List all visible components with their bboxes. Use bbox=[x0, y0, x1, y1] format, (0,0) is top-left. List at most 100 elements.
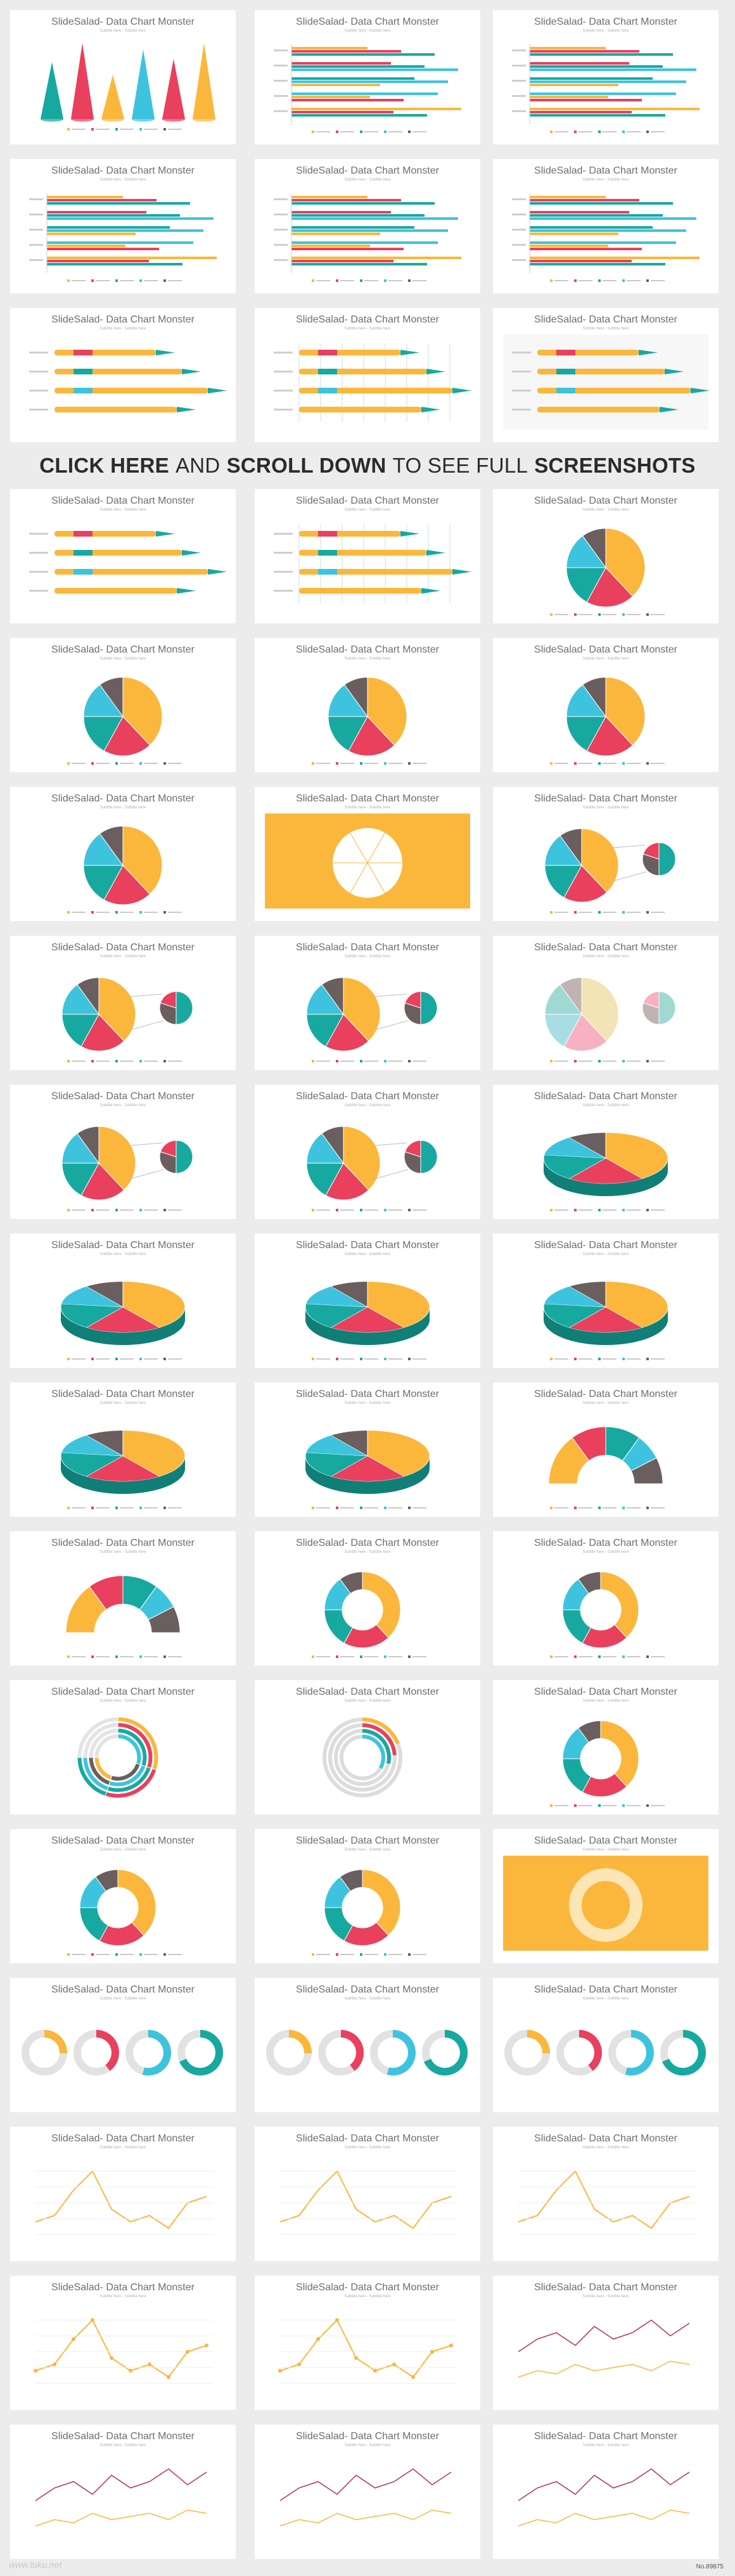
line-point bbox=[91, 2318, 94, 2322]
slide-title: SlideSalad- Data Chart Monster bbox=[296, 495, 439, 506]
slide-thumbnail[interactable]: SlideSalad- Data Chart Monster Subtitle h… bbox=[255, 1978, 480, 2112]
slide-thumbnail[interactable]: SlideSalad- Data Chart Monster Subtitle h… bbox=[10, 936, 236, 1070]
slide-thumbnail[interactable]: SlideSalad- Data Chart Monster Subtitle h… bbox=[493, 1531, 719, 1666]
slide-thumbnail[interactable]: SlideSalad- Data Chart Monster Subtitle h… bbox=[493, 308, 719, 442]
legend-swatch bbox=[312, 762, 314, 765]
slide-thumbnail[interactable]: SlideSalad- Data Chart Monster Subtitle h… bbox=[255, 1382, 480, 1517]
slide-thumbnail[interactable]: SlideSalad- Data Chart Monster Subtitle h… bbox=[493, 1829, 719, 1963]
slide-thumbnail[interactable]: SlideSalad- Data Chart Monster Subtitle h… bbox=[10, 638, 236, 772]
h-bar bbox=[530, 99, 642, 101]
slide-thumbnail[interactable]: SlideSalad- Data Chart Monster Subtitle h… bbox=[255, 1085, 480, 1219]
legend-swatch bbox=[550, 613, 553, 616]
slide-thumbnail[interactable]: SlideSalad- Data Chart Monster Subtitle h… bbox=[255, 1234, 480, 1368]
legend-swatch bbox=[360, 1060, 362, 1062]
ring-progress bbox=[179, 2030, 224, 2075]
slide-thumbnail[interactable]: SlideSalad- Data Chart Monster Subtitle h… bbox=[10, 2276, 236, 2410]
slide-thumbnail[interactable]: SlideSalad- Data Chart Monster Subtitle h… bbox=[493, 1382, 719, 1517]
pie-slice bbox=[343, 1126, 381, 1190]
slide-thumbnail[interactable]: SlideSalad- Data Chart Monster Subtitle h… bbox=[10, 2127, 236, 2261]
legend-swatch bbox=[91, 1953, 94, 1956]
chart-thumbnail bbox=[67, 1869, 182, 1956]
slide-thumbnail[interactable]: SlideSalad- Data Chart Monster Subtitle h… bbox=[493, 936, 719, 1070]
slide-subtitle: Subtitle here - Subtitle here bbox=[582, 1104, 629, 1107]
slide-thumbnail[interactable]: SlideSalad- Data Chart Monster Subtitle h… bbox=[255, 10, 480, 144]
slide-thumbnail[interactable]: SlideSalad- Data Chart Monster Subtitle h… bbox=[493, 489, 719, 623]
legend-text bbox=[578, 280, 592, 281]
slide-thumbnail[interactable]: SlideSalad- Data Chart Monster Subtitle h… bbox=[493, 2127, 719, 2261]
slide-subtitle: Subtitle here - Subtitle here bbox=[344, 327, 391, 331]
legend-text bbox=[651, 763, 665, 764]
slide-thumbnail[interactable]: SlideSalad- Data Chart Monster Subtitle h… bbox=[255, 2276, 480, 2410]
connector-line bbox=[131, 1020, 164, 1030]
pie-slice bbox=[61, 1133, 99, 1164]
slide-thumbnail[interactable]: SlideSalad- Data Chart Monster Subtitle h… bbox=[255, 159, 480, 293]
slide-thumbnail[interactable]: SlideSalad- Data Chart Monster Subtitle h… bbox=[10, 308, 236, 442]
slide-thumbnail[interactable]: SlideSalad- Data Chart Monster Subtitle h… bbox=[10, 2425, 236, 2559]
slide-thumbnail[interactable]: SlideSalad- Data Chart Monster Subtitle h… bbox=[255, 1680, 480, 1814]
h-bar bbox=[530, 62, 629, 65]
slide-thumbnail[interactable]: SlideSalad- Data Chart Monster Subtitle h… bbox=[493, 2425, 719, 2559]
slide-thumbnail[interactable]: SlideSalad- Data Chart Monster Subtitle h… bbox=[10, 1531, 236, 1666]
slide-thumbnail[interactable]: SlideSalad- Data Chart Monster Subtitle h… bbox=[10, 1234, 236, 1368]
h-bar bbox=[47, 226, 170, 229]
line-series bbox=[518, 2361, 690, 2378]
slide-thumbnail[interactable]: SlideSalad- Data Chart Monster Subtitle h… bbox=[255, 787, 480, 921]
line-point bbox=[129, 2369, 132, 2373]
slide-thumbnail[interactable]: SlideSalad- Data Chart Monster Subtitle h… bbox=[493, 638, 719, 772]
slide-thumbnail[interactable]: SlideSalad- Data Chart Monster Subtitle h… bbox=[255, 1531, 480, 1666]
slide-thumbnail[interactable]: SlideSalad- Data Chart Monster Subtitle h… bbox=[493, 1680, 719, 1814]
pie-slice bbox=[321, 1126, 344, 1164]
slide-thumbnail[interactable]: SlideSalad- Data Chart Monster Subtitle h… bbox=[493, 10, 719, 144]
slide-title: SlideSalad- Data Chart Monster bbox=[296, 1835, 439, 1846]
legend-swatch bbox=[91, 128, 94, 131]
legend-text bbox=[168, 1061, 182, 1062]
slide-thumbnail[interactable]: SlideSalad- Data Chart Monster Subtitle h… bbox=[255, 308, 480, 442]
slide-thumbnail[interactable]: SlideSalad- Data Chart Monster Subtitle h… bbox=[255, 489, 480, 623]
slide-thumbnail[interactable]: SlideSalad- Data Chart Monster Subtitle h… bbox=[255, 2127, 480, 2261]
slide-thumbnail[interactable]: SlideSalad- Data Chart Monster Subtitle h… bbox=[493, 1978, 719, 2112]
h-bar bbox=[291, 53, 435, 56]
slide-thumbnail[interactable]: SlideSalad- Data Chart Monster Subtitle h… bbox=[255, 638, 480, 772]
slide-title: SlideSalad- Data Chart Monster bbox=[51, 495, 195, 506]
legend-swatch bbox=[384, 1060, 387, 1062]
slide-thumbnail[interactable]: SlideSalad- Data Chart Monster Subtitle h… bbox=[10, 489, 236, 623]
pencil-tip bbox=[452, 388, 471, 393]
legend-swatch bbox=[115, 762, 118, 765]
slide-thumbnail[interactable]: SlideSalad- Data Chart Monster Subtitle h… bbox=[255, 1829, 480, 1963]
chart-thumbnail bbox=[278, 2318, 457, 2384]
pie-slice bbox=[60, 1452, 124, 1477]
slide-thumbnail[interactable]: SlideSalad- Data Chart Monster Subtitle h… bbox=[10, 1680, 236, 1814]
scroll-banner[interactable]: CLICK HERE AND SCROLL DOWN TO SEE FULL S… bbox=[0, 443, 735, 488]
slide-thumbnail[interactable]: SlideSalad- Data Chart Monster Subtitle h… bbox=[255, 936, 480, 1070]
slide-thumbnail[interactable]: SlideSalad- Data Chart Monster Subtitle h… bbox=[10, 787, 236, 921]
chart-thumbnail bbox=[550, 677, 665, 765]
pie-slice bbox=[83, 865, 124, 901]
line-point bbox=[297, 2362, 301, 2366]
slide-thumbnail[interactable]: SlideSalad- Data Chart Monster Subtitle h… bbox=[10, 1085, 236, 1219]
slide-thumbnail[interactable]: SlideSalad- Data Chart Monster Subtitle h… bbox=[10, 1978, 236, 2112]
slide-thumbnail[interactable]: SlideSalad- Data Chart Monster Subtitle h… bbox=[10, 1829, 236, 1963]
pie-slice bbox=[566, 684, 606, 717]
slide-thumbnail[interactable]: SlideSalad- Data Chart Monster Subtitle h… bbox=[493, 787, 719, 921]
slide-thumbnail[interactable]: SlideSalad- Data Chart Monster Subtitle h… bbox=[493, 1234, 719, 1368]
slide-subtitle: Subtitle here - Subtitle here bbox=[344, 1997, 391, 2001]
category-label bbox=[274, 214, 288, 215]
chart-thumbnail bbox=[67, 826, 182, 914]
slide-thumbnail[interactable]: SlideSalad- Data Chart Monster Subtitle h… bbox=[493, 2276, 719, 2410]
legend-text bbox=[603, 1209, 617, 1211]
category-label bbox=[512, 390, 531, 392]
slide-thumbnail[interactable]: SlideSalad- Data Chart Monster Subtitle h… bbox=[10, 1382, 236, 1517]
legend-text bbox=[96, 1209, 110, 1211]
slide-subtitle: Subtitle here - Subtitle here bbox=[344, 2295, 391, 2299]
legend-swatch bbox=[139, 762, 142, 765]
slide-thumbnail[interactable]: SlideSalad- Data Chart Monster Subtitle h… bbox=[255, 2425, 480, 2559]
line-point bbox=[278, 2369, 282, 2373]
pie-slice bbox=[343, 977, 381, 1042]
slide-thumbnail[interactable]: SlideSalad- Data Chart Monster Subtitle h… bbox=[10, 10, 236, 144]
slide-thumbnail[interactable]: SlideSalad- Data Chart Monster Subtitle h… bbox=[493, 1085, 719, 1219]
slide-thumbnail[interactable]: SlideSalad- Data Chart Monster Subtitle h… bbox=[493, 159, 719, 293]
legend-text bbox=[120, 280, 134, 281]
slide-subtitle: Subtitle here - Subtitle here bbox=[99, 806, 146, 810]
slide-thumbnail[interactable]: SlideSalad- Data Chart Monster Subtitle h… bbox=[10, 159, 236, 293]
category-label bbox=[274, 244, 288, 246]
